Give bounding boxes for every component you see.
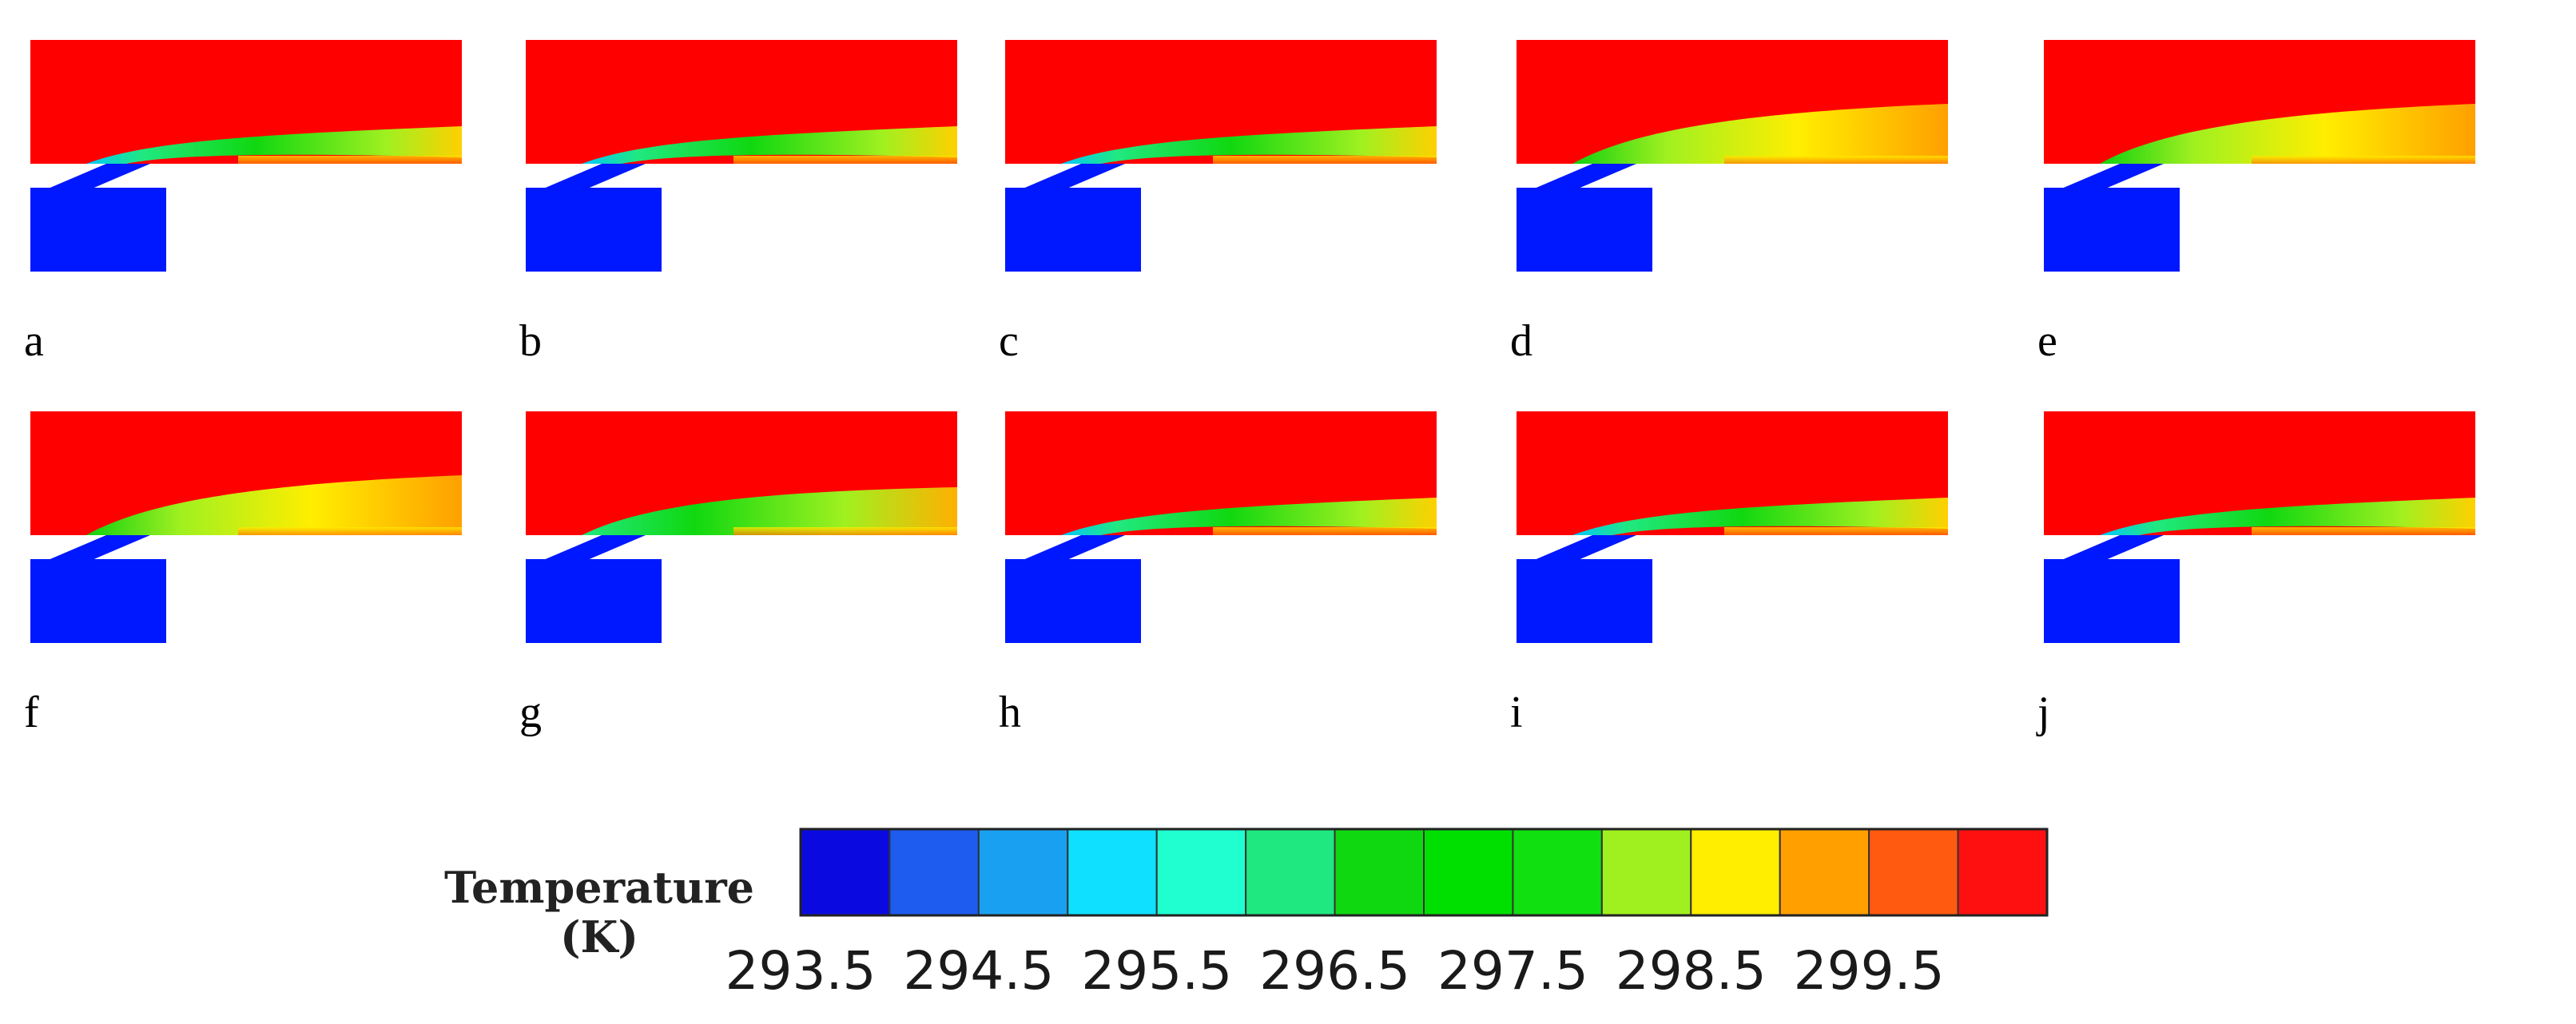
tick-label: 299.5 [1794,940,1945,1002]
colorbar-cell [1600,828,1692,916]
wall-edge-layer [238,156,462,164]
colorbar-cell [1423,828,1514,916]
colorbar-cell [1690,828,1781,916]
coolant-plume [1572,104,1948,164]
coolant-plenum [2044,188,2180,272]
coolant-plenum [30,559,166,643]
colorbar-cell [1512,828,1603,916]
legend-title-line2: (K) [560,911,638,962]
panel-label-a: a [24,316,44,366]
coolant-plume [1572,498,1948,535]
coolant-plenum [30,188,166,272]
coolant-plenum [526,559,662,643]
panel-label-j: j [2036,688,2050,737]
panel-label-e: e [2037,316,2057,366]
injection-hole [1021,164,1125,189]
colorbar-cell [800,828,891,916]
panel-label-d: d [1510,316,1532,366]
contour-panel-c: c [999,40,1437,366]
coolant-plume [2100,498,2475,535]
colorbar-cell [888,828,980,916]
coolant-plenum [2044,559,2180,643]
coolant-plume [2100,104,2475,164]
injection-hole [1532,164,1636,189]
panel-label-h: h [999,688,1021,737]
panel-label-b: b [519,316,542,366]
contour-panel-h: h [999,411,1437,737]
contour-panel-d: d [1510,40,1948,366]
contour-panel-e: e [2037,40,2475,366]
coolant-plenum [1517,559,1652,643]
tick-label: 298.5 [1616,940,1767,1002]
wall-edge-layer [238,527,462,535]
coolant-plume [86,126,462,164]
injection-hole [542,535,646,561]
colorbar-cell [1245,828,1336,916]
wall-edge-layer [733,527,957,535]
contour-panel-f: f [24,411,462,737]
wall-edge-layer [1724,527,1948,535]
coolant-plume [86,475,462,535]
injection-hole [1021,535,1125,561]
colorbar-cell [1067,828,1158,916]
colorbar-cell [977,828,1069,916]
colorbar-cell [1957,828,2049,916]
panel-label-f: f [24,688,39,737]
injection-hole [2060,164,2164,189]
tick-label: 297.5 [1437,940,1588,1002]
panel-label-c: c [999,316,1019,366]
injection-hole [2060,535,2164,561]
injection-hole [542,164,646,189]
coolant-plume [582,126,957,164]
wall-edge-layer [2252,527,2475,535]
contour-panel-g: g [519,411,957,737]
wall-edge-layer [733,156,957,164]
colorbar-cell [1868,828,1959,916]
coolant-plenum [1517,188,1652,272]
injection-hole [46,164,150,189]
colorbar-cell [1334,828,1425,916]
coolant-plenum [1005,559,1141,643]
contour-panel-i: i [1510,411,1948,737]
coolant-plume [1061,126,1437,164]
colorbar-cells [799,828,2049,917]
contour-panels: a b c d e f g h i j [24,40,2475,737]
wall-edge-layer [1724,156,1948,164]
colorbar-frame [799,828,2049,917]
tick-label: 296.5 [1259,940,1410,1002]
contour-panel-a: a [24,40,462,366]
tick-label: 295.5 [1081,940,1232,1002]
colorbar-cell [1779,828,1870,916]
contour-panel-b: b [519,40,957,366]
panel-label-i: i [1510,688,1523,737]
coolant-plume [582,487,957,535]
coolant-plume [1061,498,1437,535]
panel-label-g: g [519,688,542,737]
contour-panel-j: j [2036,411,2475,737]
tick-label: 293.5 [725,940,877,1002]
temperature-colorbar-legend: Temperature (K) 293.5 294.5 295.5 296.5 297.… [444,828,2049,1002]
injection-hole [1532,535,1636,561]
wall-edge-layer [1213,156,1437,164]
coolant-plenum [1005,188,1141,272]
colorbar-tick-labels: 293.5 294.5 295.5 296.5 297.5 298.5 299.5 [725,940,1945,1002]
coolant-plenum [526,188,662,272]
injection-hole [46,535,150,561]
wall-edge-layer [2252,156,2475,164]
tick-label: 294.5 [903,940,1054,1002]
legend-title-line1: Temperature [444,862,754,913]
colorbar-cell [1155,828,1247,916]
wall-edge-layer [1213,527,1437,535]
